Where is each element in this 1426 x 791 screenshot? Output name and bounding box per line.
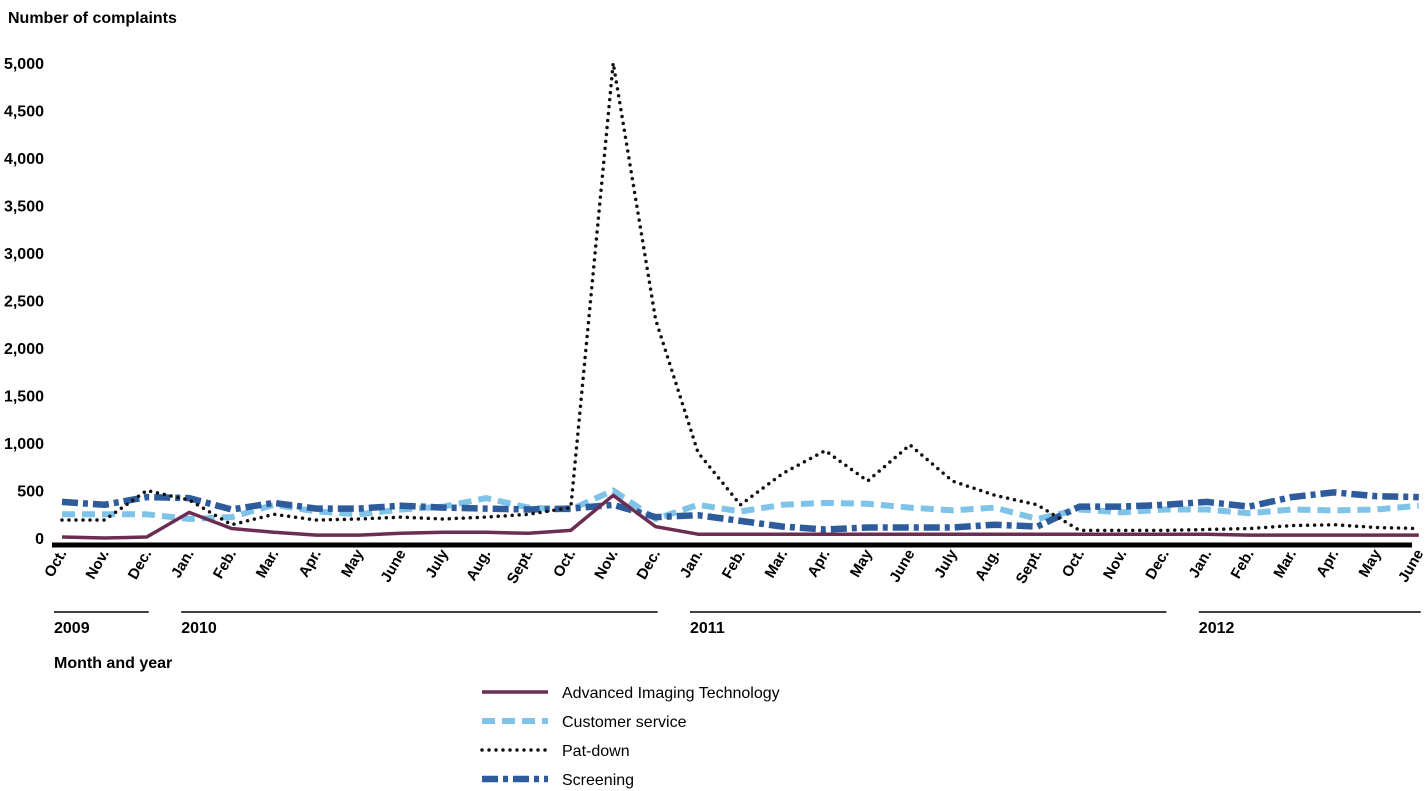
series-lines bbox=[60, 61, 1421, 540]
x-tick-label: Apr. bbox=[296, 547, 325, 581]
series-line-advanced-imaging-technology bbox=[61, 493, 1419, 540]
x-tick-label: June bbox=[377, 547, 409, 586]
x-tick-label: Apr. bbox=[1313, 547, 1342, 581]
legend: Advanced Imaging Technology Customer serv… bbox=[480, 685, 780, 789]
year-label: 2010 bbox=[181, 620, 217, 637]
x-tick-label: July bbox=[931, 546, 961, 581]
x-tick-label: Aug. bbox=[463, 547, 494, 584]
y-tick-label: 0 bbox=[35, 531, 44, 548]
x-tick-label: Feb. bbox=[210, 547, 240, 582]
series-line-pat-down bbox=[60, 61, 1421, 533]
x-tick-label: Nov. bbox=[82, 547, 112, 583]
x-axis-title: Month and year bbox=[54, 655, 172, 672]
y-tick-label: 4,000 bbox=[4, 151, 44, 168]
x-tick-label: June bbox=[886, 547, 918, 586]
year-label: 2012 bbox=[1199, 620, 1235, 637]
y-tick-label: 3,500 bbox=[4, 199, 44, 216]
x-tick-label: Dec. bbox=[1142, 547, 1173, 583]
y-tick-label: 5,000 bbox=[4, 56, 44, 73]
legend-label: Advanced Imaging Technology bbox=[562, 685, 780, 702]
x-tick-label: July bbox=[422, 546, 452, 581]
y-tick-label: 1,000 bbox=[4, 436, 44, 453]
x-tick-label: Jan. bbox=[1186, 547, 1216, 581]
y-axis-ticks: 0 500 1,000 1,500 2,000 2,500 3,000 3,500 4,000 4… bbox=[4, 56, 44, 548]
x-tick-label: Oct. bbox=[1059, 547, 1088, 581]
x-tick-label: Dec. bbox=[125, 547, 156, 583]
legend-label: Screening bbox=[562, 772, 634, 789]
legend-label: Pat-down bbox=[562, 743, 630, 760]
x-tick-label: Nov. bbox=[591, 547, 621, 583]
year-label: 2009 bbox=[54, 620, 90, 637]
x-tick-label: Mar. bbox=[1270, 547, 1300, 581]
x-tick-label: Mar. bbox=[253, 547, 283, 581]
x-tick-label: Sept. bbox=[504, 547, 537, 587]
y-tick-label: 500 bbox=[17, 484, 44, 501]
x-tick-label: Dec. bbox=[633, 547, 664, 583]
x-tick-label: Feb. bbox=[719, 547, 749, 582]
x-tick-label: Nov. bbox=[1100, 547, 1130, 583]
y-tick-label: 3,000 bbox=[4, 246, 44, 263]
x-tick-label: June bbox=[1395, 547, 1426, 586]
y-tick-label: 2,000 bbox=[4, 341, 44, 358]
legend-label: Customer service bbox=[562, 714, 687, 731]
year-groups: 2009 2010 2011 2012 bbox=[54, 611, 1421, 637]
y-tick-label: 4,500 bbox=[4, 104, 44, 121]
x-tick-label: Mar. bbox=[762, 547, 792, 581]
x-axis-ticks: Oct. Nov. Dec. Jan. Feb. Mar. Apr. May June July A… bbox=[41, 546, 1426, 587]
y-tick-label: 1,500 bbox=[4, 389, 44, 406]
x-tick-label: Sept. bbox=[1013, 547, 1046, 587]
x-tick-label: Oct. bbox=[550, 547, 579, 581]
x-tick-label: Jan. bbox=[168, 547, 198, 581]
x-tick-label: Apr. bbox=[804, 547, 833, 581]
x-tick-label: May bbox=[338, 546, 368, 580]
y-tick-label: 2,500 bbox=[4, 294, 44, 311]
x-tick-label: Jan. bbox=[677, 547, 707, 581]
y-axis-title: Number of complaints bbox=[8, 10, 177, 27]
year-label: 2011 bbox=[690, 620, 725, 637]
x-tick-label: Aug. bbox=[972, 547, 1003, 584]
x-tick-label: May bbox=[1356, 546, 1386, 580]
x-tick-label: Feb. bbox=[1228, 547, 1258, 582]
x-tick-label: May bbox=[847, 546, 877, 580]
series-line-screening bbox=[61, 489, 1419, 533]
x-tick-label: Oct. bbox=[41, 547, 70, 581]
